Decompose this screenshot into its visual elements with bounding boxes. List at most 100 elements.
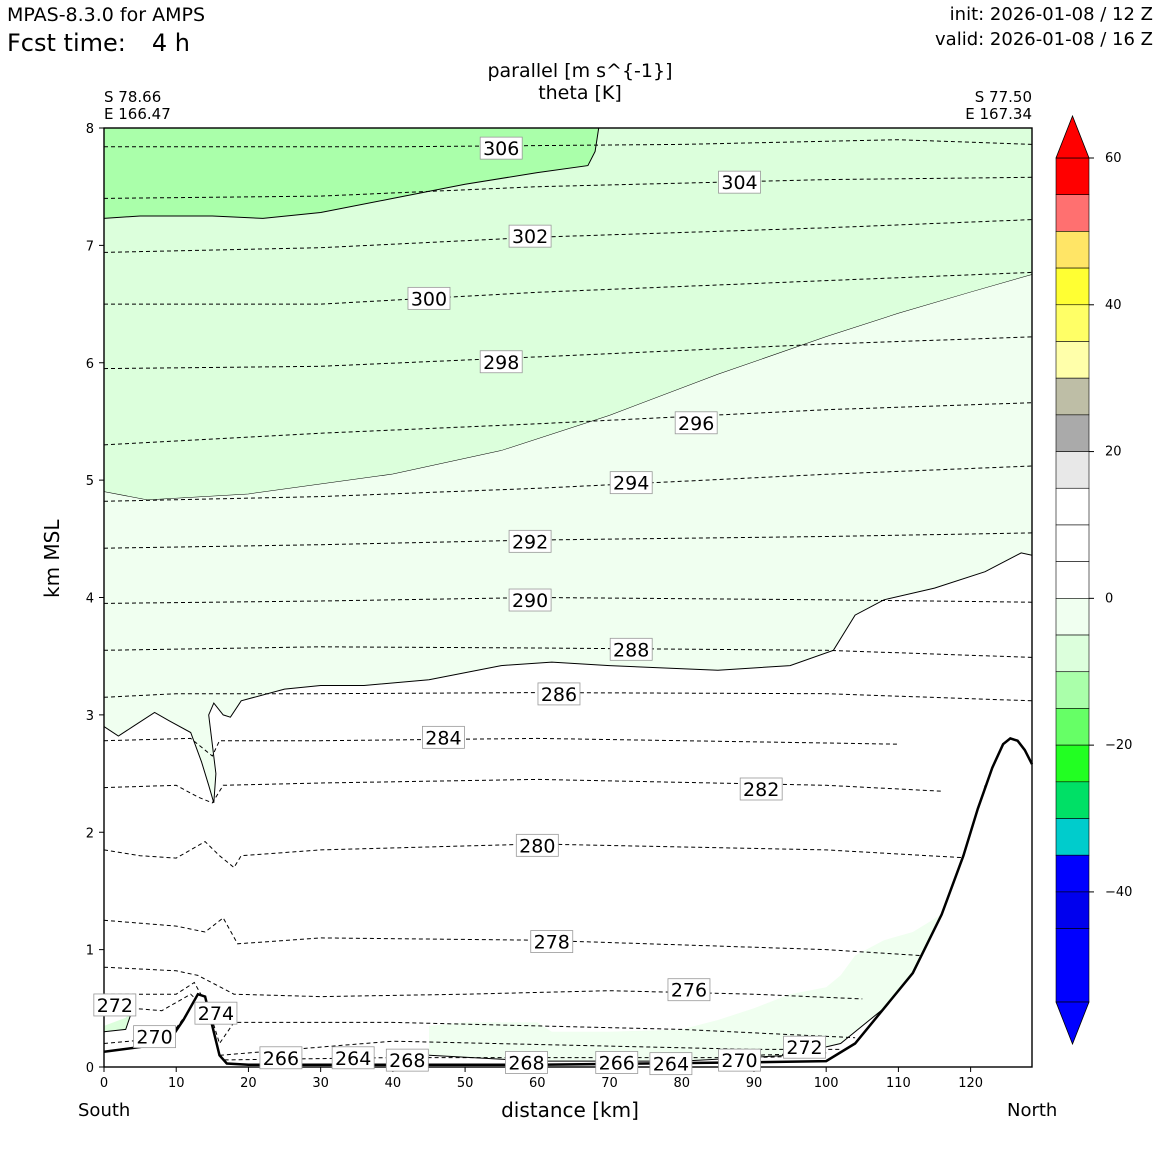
theta-label: 298 [479,350,523,374]
colorbar-band [1055,487,1090,526]
theta-label-box [259,1046,303,1070]
north-label: North [1007,1100,1058,1121]
x-tick-label: 30 [312,1076,329,1091]
colorbar-band [1055,818,1090,856]
theta-label: 268 [385,1048,429,1072]
colorbar-band [1055,524,1090,562]
theta-label: 294 [609,471,653,495]
y-tick-label: 7 [86,239,94,254]
theta-label: 272 [783,1035,826,1059]
contour-labels: 306 304 302 300 298 296 294 292 290 288 286 284 282 2… [93,136,826,1076]
theta-306-line [104,139,1033,148]
colorbar-tick-label: 60 [1105,151,1122,166]
theta-label-box [667,978,711,1002]
theta-label-text: 266 [263,1048,299,1070]
theta-label-text: 290 [512,590,548,612]
theta-label-box [515,833,559,857]
theta-label: 286 [537,682,581,706]
theta-label: 270 [718,1048,761,1072]
colorbar-band [1055,194,1090,232]
colorbar-band [1055,634,1090,673]
theta-294-line [103,465,1033,502]
medium-green-top-edge [103,127,600,219]
colorbar-band [1055,414,1090,452]
x-tick-label: 100 [814,1076,839,1091]
y-tick-label: 1 [86,944,94,959]
theta-label-text: 274 [198,1003,234,1025]
forecast-time-value: 4 h [151,29,190,57]
theta-298-line [103,336,1033,370]
x-tick-label: 0 [100,1076,108,1091]
corner-left-coords: S 78.66 E 166.47 [104,89,171,123]
theta-label: 284 [422,725,465,749]
model-title: MPAS-8.3.0 for AMPS [7,4,206,26]
colorbar-tick-label: −40 [1105,885,1132,900]
y-tick-label: 2 [86,826,94,841]
colorbar-band [1055,231,1090,269]
theta-label: 274 [194,1001,238,1025]
colorbar-band [1055,341,1090,379]
corner-right-lon: E 167.34 [965,105,1032,123]
theta-300-line [104,271,1033,305]
forecast-time-label: Fcst time: [7,29,126,57]
y-tick-label: 4 [86,592,94,607]
theta-label-box [385,1048,429,1072]
wind-shading [103,127,1033,1062]
theta-label: 288 [609,637,653,661]
colorbar-band [1055,377,1090,416]
theta-label-text: 272 [97,995,133,1017]
theta-label-text: 298 [483,352,519,374]
theta-label: 290 [508,588,552,612]
y-tick-label: 5 [86,474,94,489]
corner-right-lat: S 77.50 [974,88,1032,106]
theta-286-line [103,692,1033,702]
colorbar-band [1055,891,1090,929]
theta-label: 266 [595,1051,639,1074]
theta-label-box [718,1048,761,1072]
theta-label-box [537,682,581,706]
theta-label-box [674,411,718,435]
corner-left-lat: S 78.66 [104,88,162,106]
theta-label-text: 266 [599,1052,635,1074]
theta-label-box [407,286,451,310]
colorbar-band [1055,561,1090,599]
colorbar-band [1055,744,1090,783]
theta-label-text: 278 [534,932,570,954]
x-tick-label: 90 [746,1076,763,1091]
theta-label-text: 270 [721,1050,757,1072]
colorbar-band [1055,304,1090,342]
theta-284-line [103,737,899,757]
y-tick-label: 0 [86,1061,94,1076]
theta-label: 306 [479,136,523,160]
theta-label: 276 [667,978,711,1002]
theta-label-box [331,1046,375,1070]
south-label: South [78,1100,131,1121]
theta-label-box [595,1051,639,1074]
theta-label-text: 276 [671,980,707,1002]
theta-276-line [103,966,863,1000]
theta-label-text: 288 [613,639,649,661]
x-tick-label: 20 [240,1076,257,1091]
theta-296-line [103,402,1033,446]
southwest-lens [104,1008,133,1032]
theta-label-box [508,224,552,248]
theta-label-text: 296 [678,413,714,435]
theta-label: 264 [649,1052,693,1076]
y-tick-label: 3 [86,709,94,724]
theta-label-text: 304 [721,172,757,194]
theta-label: 264 [331,1046,375,1070]
theta-label-box [508,529,552,553]
x-tick-label: 80 [673,1076,690,1091]
terrain-layer [103,737,1034,1067]
theta-label: 278 [530,930,574,954]
colorbar-band [1055,267,1090,306]
colorbar-band [1055,708,1090,746]
theta-label-text: 272 [786,1037,822,1059]
theta-label: 302 [508,224,552,248]
theta-label: 266 [259,1046,303,1070]
theta-274-line [104,981,856,1045]
low-level-green [429,785,986,1062]
theta-label-box [93,993,137,1017]
theta-label-box [508,588,552,612]
